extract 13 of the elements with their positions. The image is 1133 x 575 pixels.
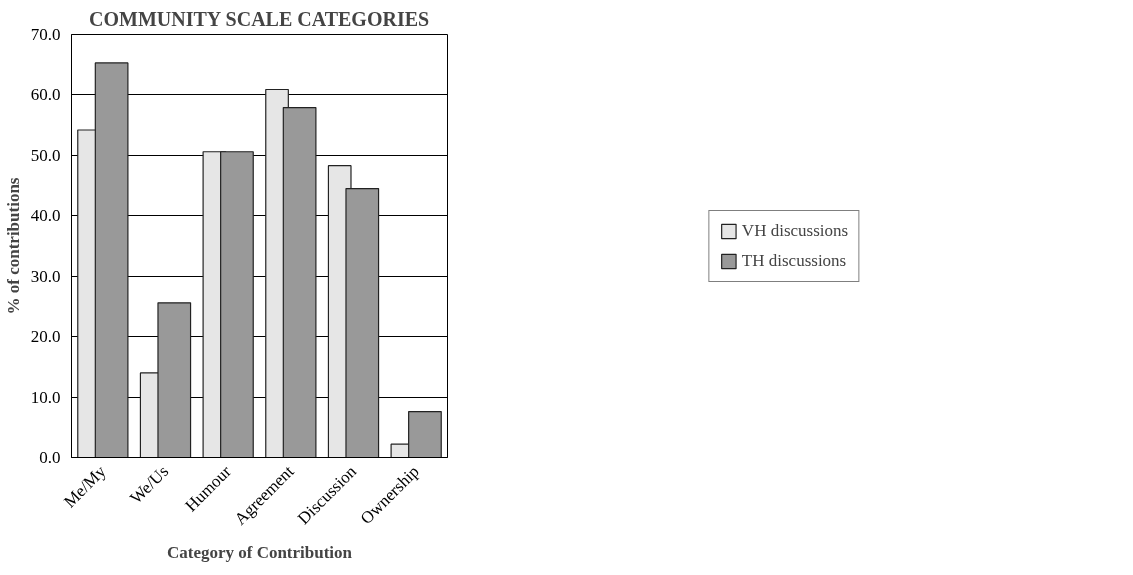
y-tick-label: 20.0: [30, 327, 61, 347]
legend-label: TH discussions: [741, 250, 847, 271]
y-tick-label: 0.0: [39, 448, 61, 467]
y-tick-label: 60.0: [30, 85, 61, 105]
y-tick-label: 10.0: [30, 387, 61, 407]
y-axis-title: % of contributions: [3, 177, 23, 315]
y-tick-label: 70.0: [30, 25, 61, 44]
y-tick-label: 30.0: [30, 266, 61, 286]
y-tick-label: 40.0: [30, 206, 61, 226]
chart-title: COMMUNITY SCALE CATEGORIES: [89, 7, 430, 30]
legend-label: VH discussions: [741, 220, 849, 241]
x-axis-title: Category of Contribution: [166, 543, 353, 563]
y-tick-label: 50.0: [30, 145, 61, 165]
